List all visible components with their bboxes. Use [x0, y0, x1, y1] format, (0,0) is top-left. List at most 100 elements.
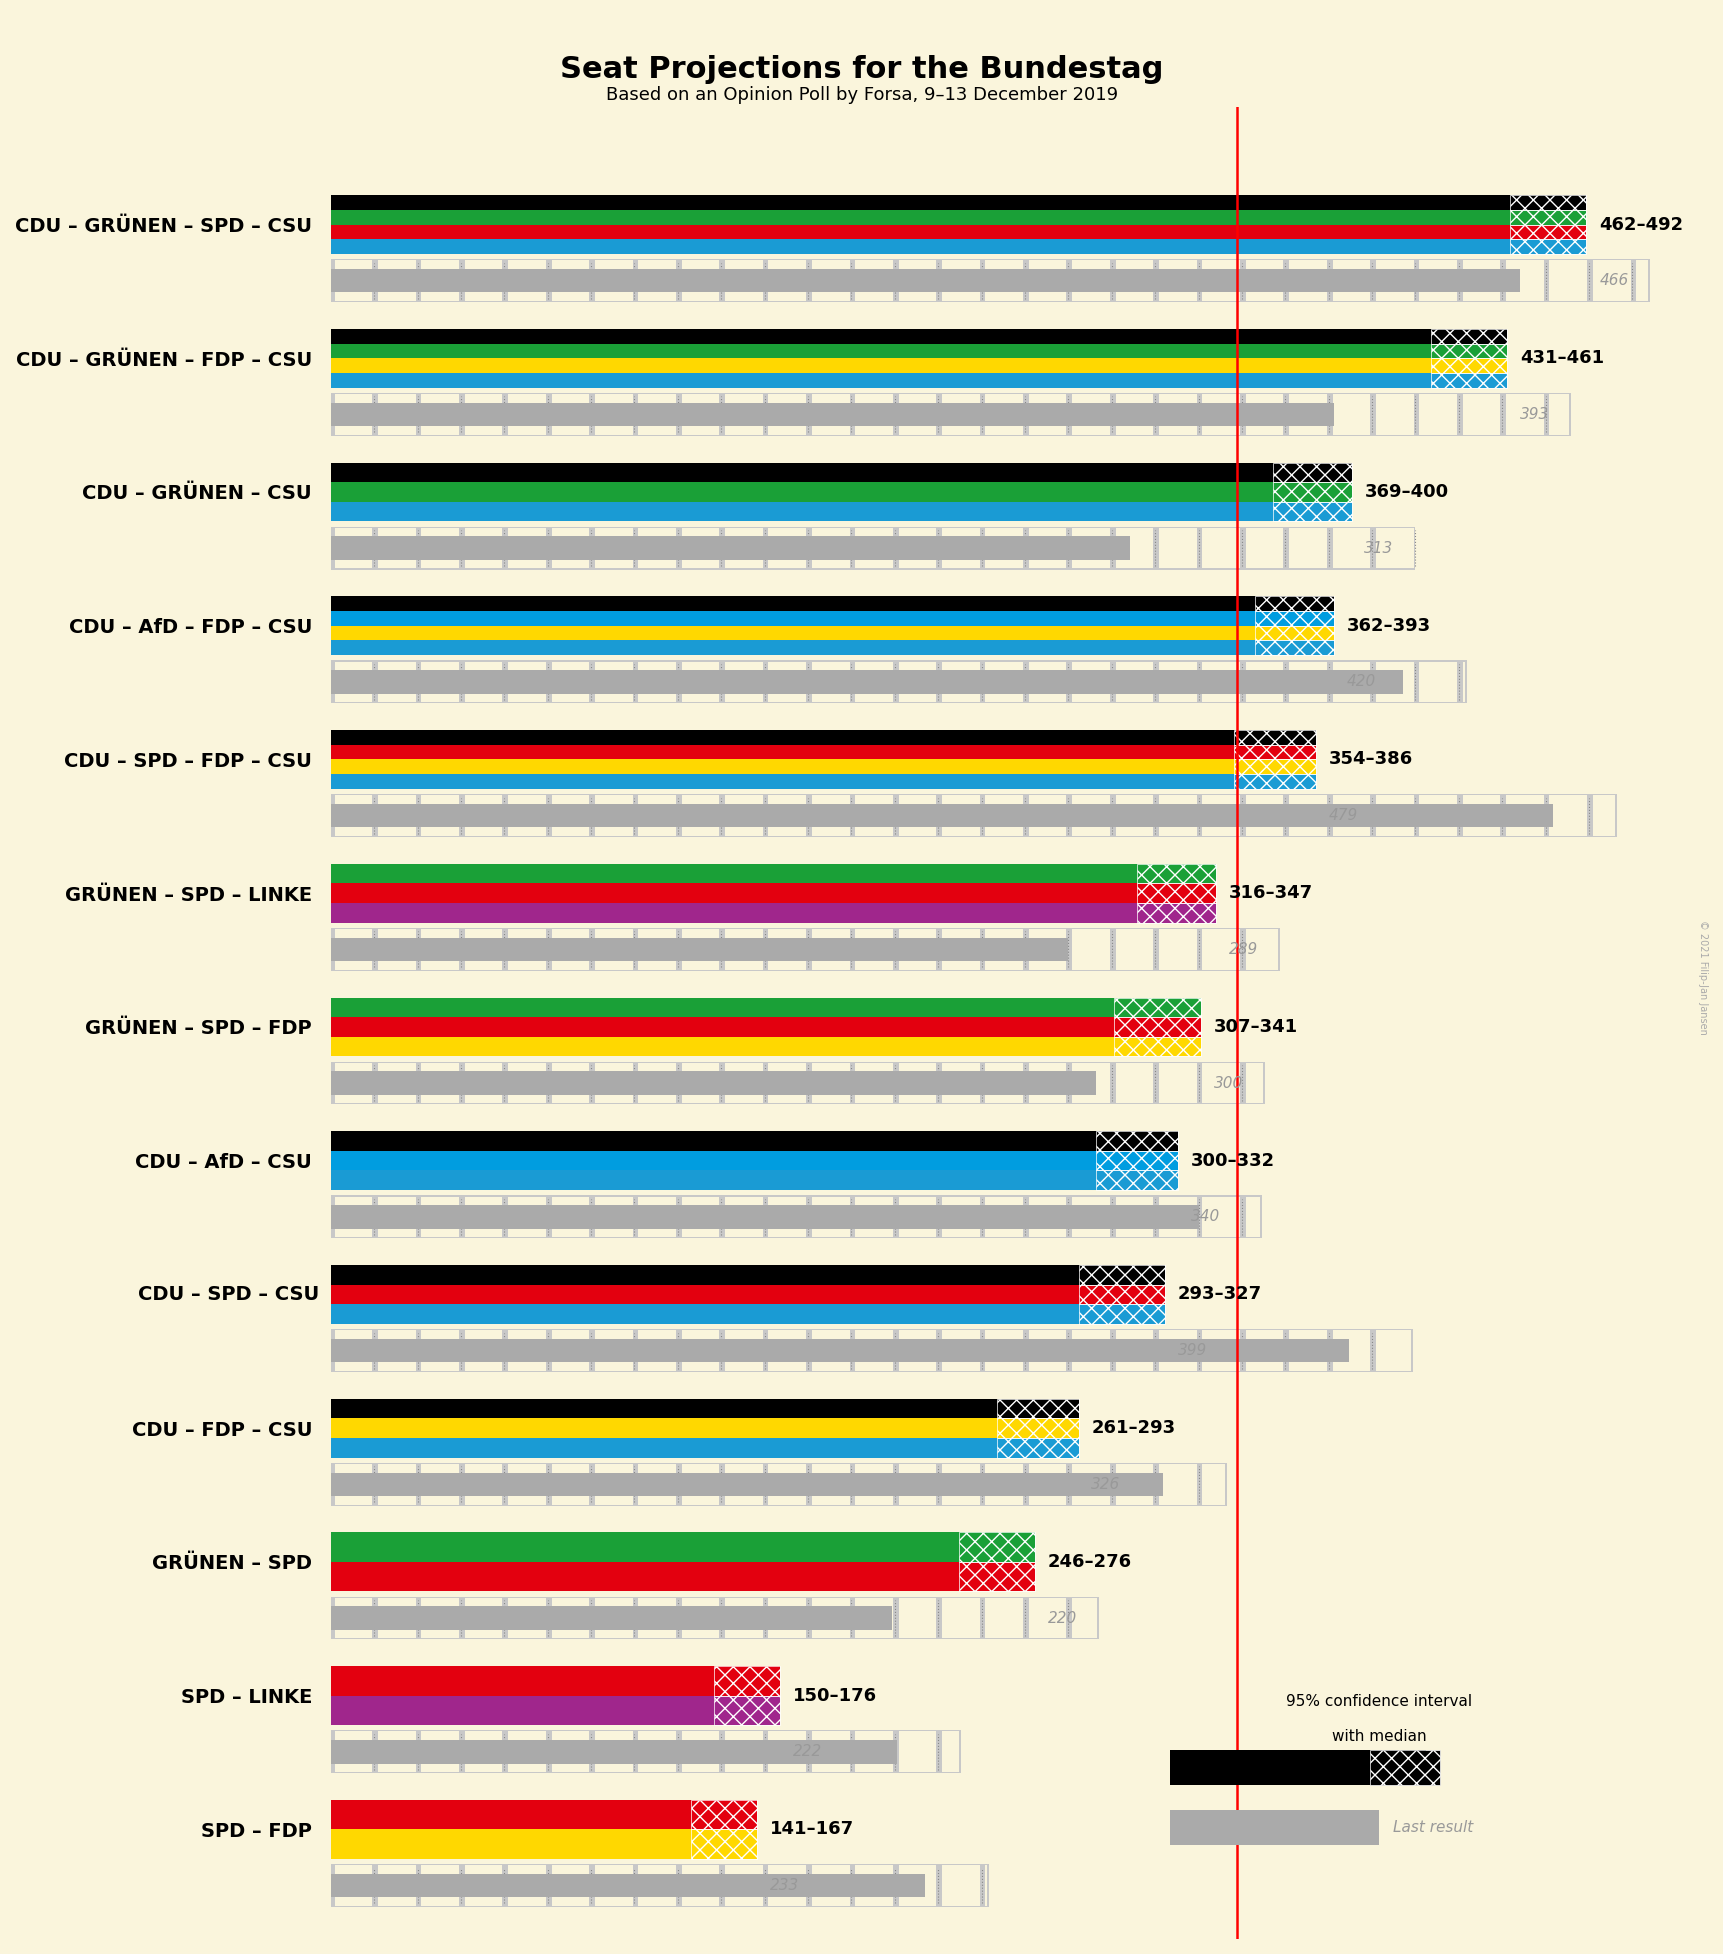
Bar: [377, 1731, 415, 1772]
Bar: [1430, 373, 1506, 387]
Bar: [725, 1063, 762, 1104]
Bar: [331, 403, 1334, 426]
Bar: [855, 1731, 893, 1772]
Bar: [551, 395, 589, 434]
Bar: [1201, 1464, 1223, 1505]
Bar: [1234, 774, 1315, 789]
Bar: [1158, 1196, 1196, 1237]
Bar: [1137, 903, 1216, 922]
Bar: [768, 1464, 806, 1505]
Bar: [1254, 625, 1334, 641]
Bar: [1079, 1264, 1165, 1284]
Bar: [812, 1731, 849, 1772]
Bar: [898, 795, 936, 836]
Bar: [1272, 502, 1351, 522]
Bar: [331, 393, 1570, 436]
Bar: [1029, 1063, 1067, 1104]
Bar: [1289, 395, 1327, 434]
Bar: [594, 662, 632, 701]
Bar: [986, 928, 1022, 969]
Bar: [1332, 395, 1370, 434]
Bar: [377, 1196, 415, 1237]
Bar: [1289, 528, 1327, 569]
Bar: [638, 795, 675, 836]
Bar: [996, 1438, 1079, 1458]
Bar: [1029, 260, 1067, 301]
Bar: [1418, 795, 1456, 836]
Bar: [331, 1284, 1079, 1303]
Bar: [331, 883, 1137, 903]
Bar: [1072, 1331, 1110, 1372]
Text: 420: 420: [1346, 674, 1375, 690]
Bar: [420, 260, 458, 301]
Bar: [1115, 795, 1153, 836]
Bar: [898, 528, 936, 569]
Text: 261–293: 261–293: [1091, 1419, 1175, 1436]
Bar: [551, 662, 589, 701]
Bar: [1158, 260, 1196, 301]
Bar: [331, 344, 1430, 358]
Bar: [465, 395, 501, 434]
Bar: [508, 1196, 546, 1237]
Bar: [1234, 731, 1315, 744]
Bar: [331, 1071, 1096, 1094]
Bar: [812, 928, 849, 969]
Bar: [1592, 260, 1630, 301]
Bar: [898, 1731, 936, 1772]
Bar: [638, 1866, 675, 1905]
Bar: [331, 1606, 893, 1630]
Bar: [331, 1196, 1261, 1239]
Bar: [1072, 1063, 1110, 1104]
Bar: [958, 1561, 1034, 1591]
Bar: [331, 537, 1129, 561]
Bar: [1332, 260, 1370, 301]
Bar: [1201, 1063, 1239, 1104]
Bar: [1072, 795, 1110, 836]
Bar: [1635, 260, 1647, 301]
Bar: [331, 1419, 996, 1438]
Bar: [713, 1696, 779, 1725]
Bar: [898, 1196, 936, 1237]
Bar: [420, 1866, 458, 1905]
Bar: [1079, 1264, 1165, 1284]
Bar: [898, 928, 936, 969]
Bar: [331, 1596, 1098, 1639]
Bar: [1113, 1038, 1201, 1057]
Bar: [812, 1464, 849, 1505]
Bar: [986, 1464, 1022, 1505]
Bar: [1289, 260, 1327, 301]
Bar: [1029, 795, 1067, 836]
Bar: [331, 1303, 1079, 1323]
Bar: [812, 1331, 849, 1372]
Bar: [508, 528, 546, 569]
Bar: [1272, 483, 1351, 502]
Bar: [1137, 883, 1216, 903]
Text: © 2021 Filip-Jan Jansen: © 2021 Filip-Jan Jansen: [1697, 920, 1707, 1034]
Bar: [638, 1464, 675, 1505]
Bar: [1332, 795, 1370, 836]
Bar: [1430, 328, 1506, 344]
Bar: [331, 1018, 1113, 1038]
Bar: [1461, 395, 1499, 434]
Bar: [377, 662, 415, 701]
Bar: [331, 612, 1254, 625]
Bar: [331, 903, 1137, 922]
Bar: [681, 1598, 718, 1637]
Bar: [1115, 1196, 1153, 1237]
Bar: [331, 225, 1509, 238]
Bar: [1096, 1170, 1177, 1190]
Bar: [1234, 774, 1315, 789]
Bar: [898, 1331, 936, 1372]
Text: Last result: Last result: [1392, 1819, 1473, 1835]
Bar: [508, 1731, 546, 1772]
Bar: [855, 1331, 893, 1372]
Bar: [855, 928, 893, 969]
Bar: [377, 1866, 415, 1905]
Bar: [941, 795, 979, 836]
Bar: [996, 1438, 1079, 1458]
Bar: [681, 1866, 718, 1905]
Bar: [331, 502, 1272, 522]
Bar: [1375, 528, 1413, 569]
Bar: [941, 1331, 979, 1372]
Bar: [898, 260, 936, 301]
